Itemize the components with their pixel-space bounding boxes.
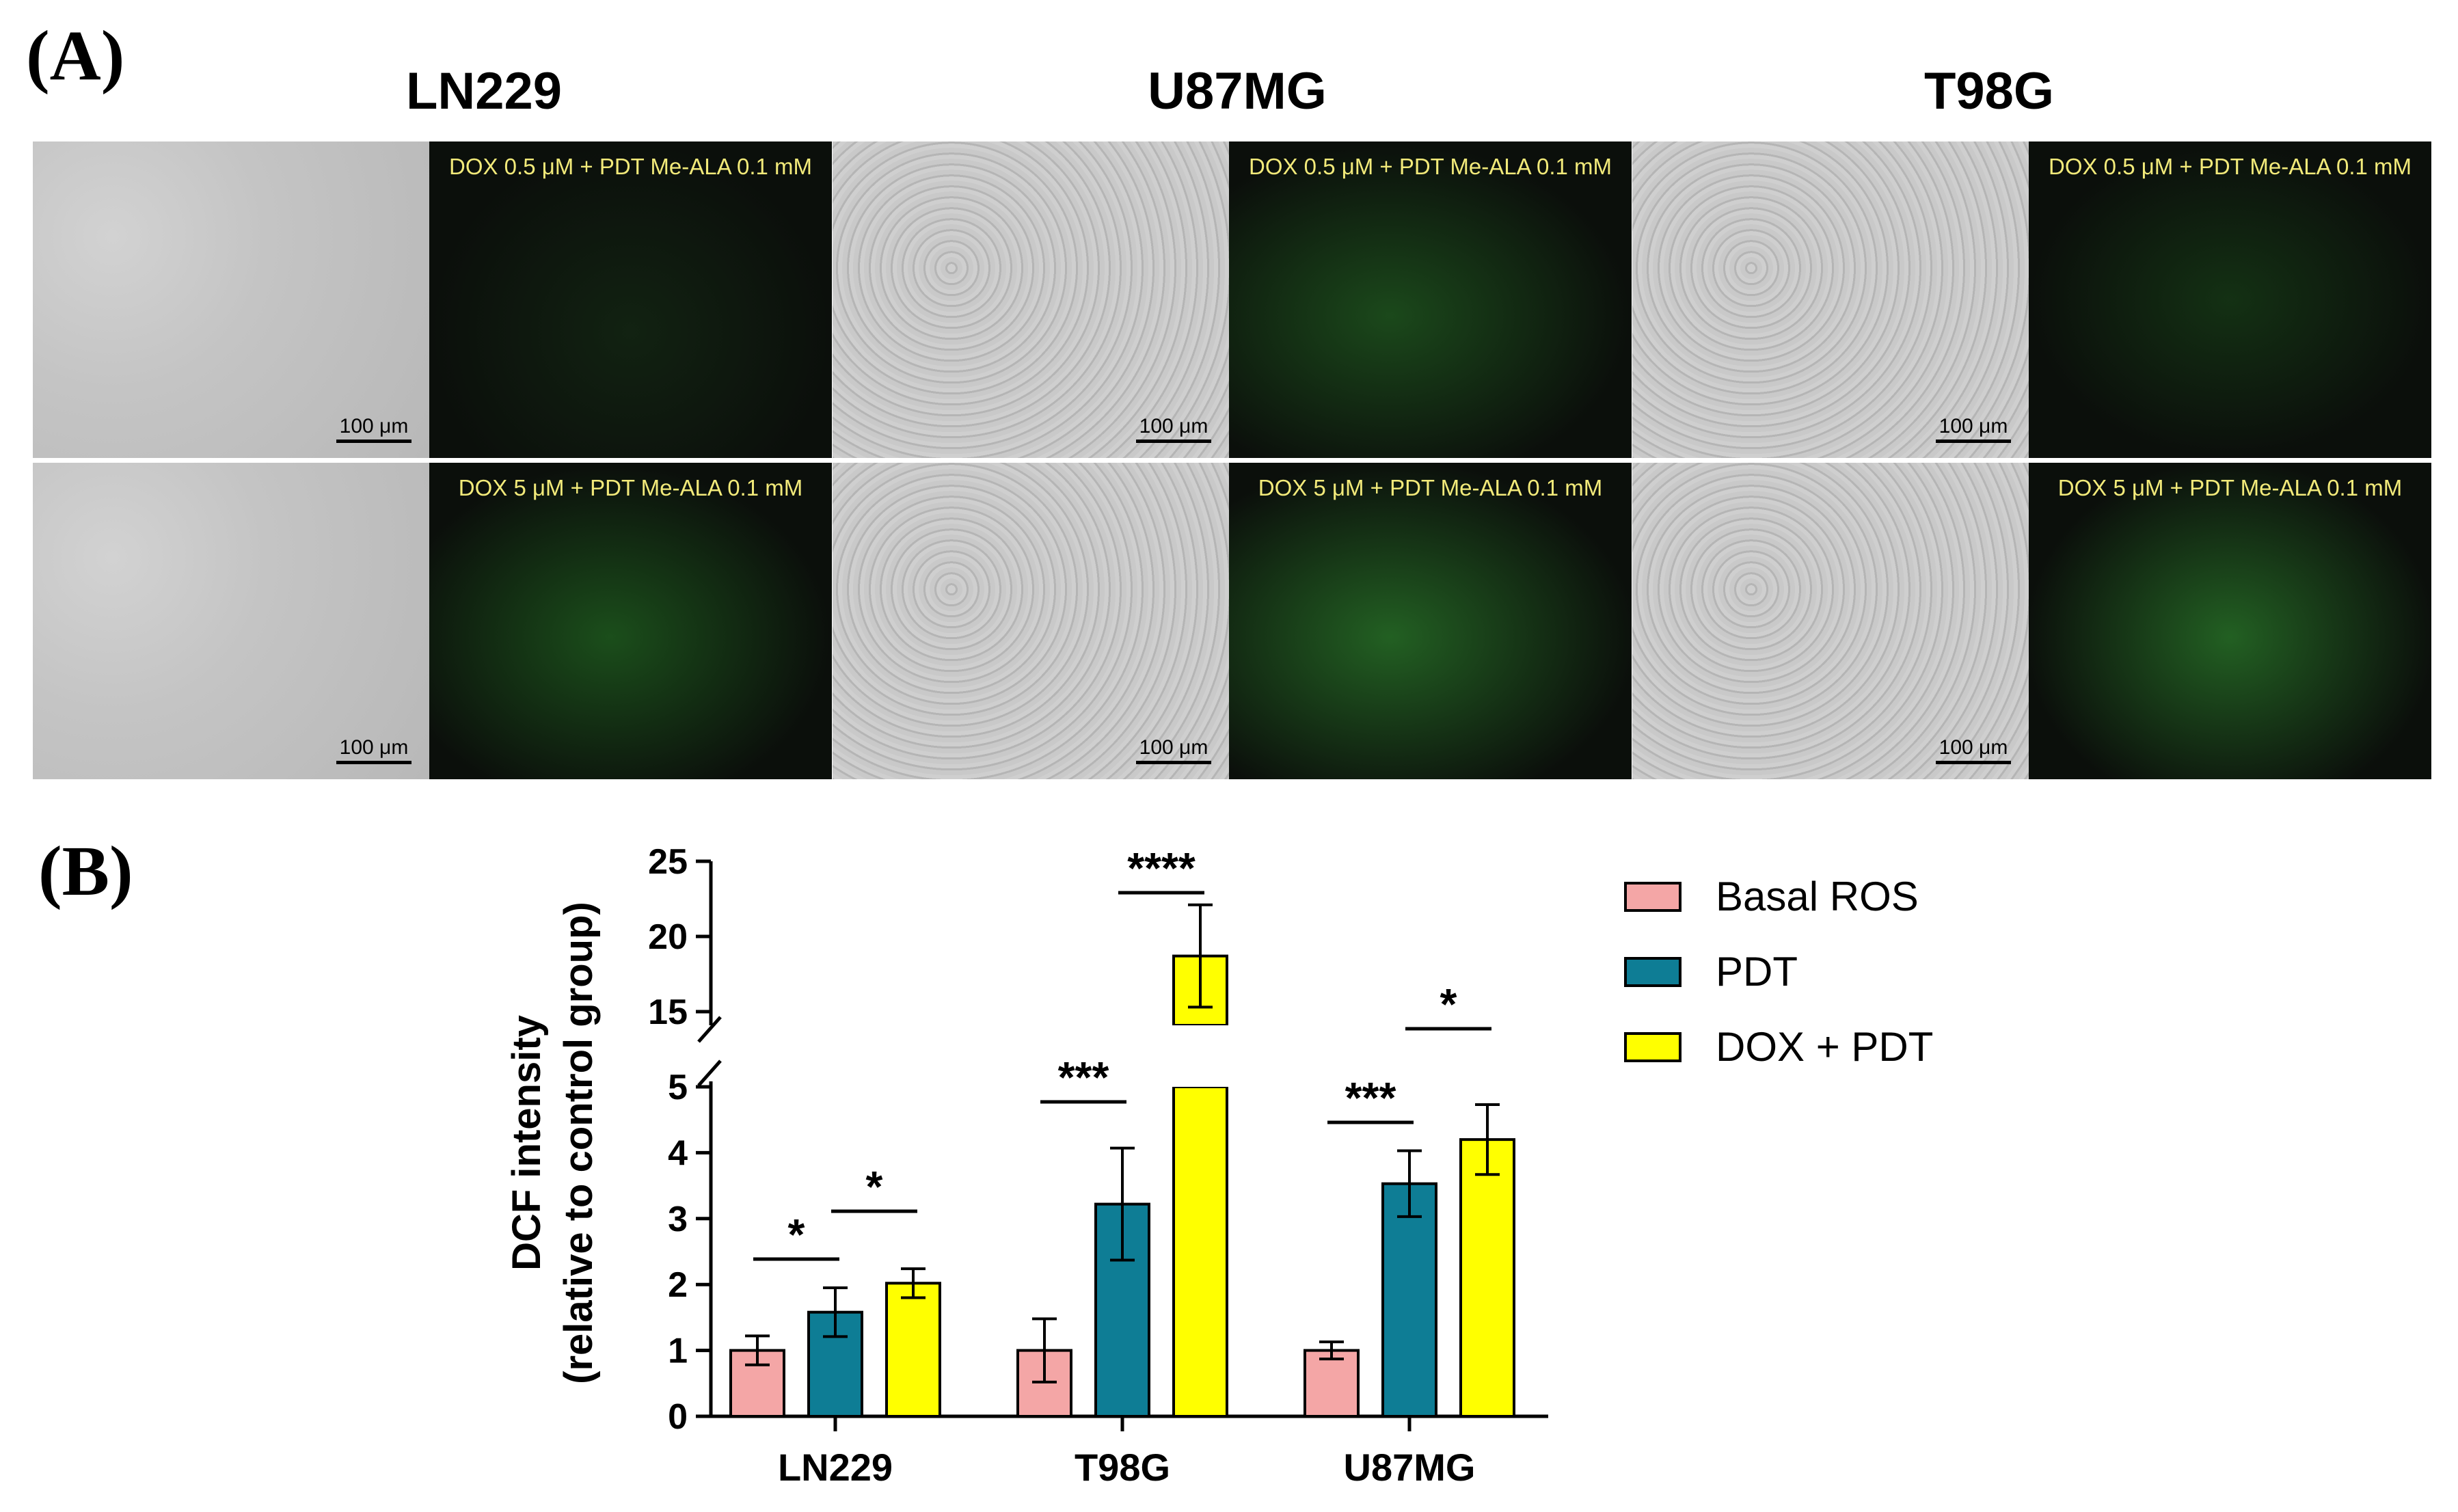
scale-bar-line	[336, 761, 411, 764]
treatment-label: DOX 5 μM + PDT Me-ALA 0.1 mM	[1258, 475, 1603, 500]
x-tick-label: T98G	[1075, 1446, 1170, 1489]
y-tick-label: 20	[648, 917, 688, 957]
scale-bar-line	[1136, 440, 1211, 443]
scale-bar-label: 100 μm	[1139, 736, 1208, 759]
y-axis-label: DCF intensity (relative to control group…	[504, 902, 601, 1384]
legend: Basal ROS PDT DOX + PDT	[1624, 874, 1933, 1070]
micrograph-pair-ln229-high: 100 μm DOX 5 μM + PDT Me-ALA 0.1 mM	[33, 463, 832, 779]
micrograph-pair-t98g-high: 100 μm DOX 5 μM + PDT Me-ALA 0.1 mM	[1632, 463, 2431, 779]
treatment-label: DOX 5 μM + PDT Me-ALA 0.1 mM	[2057, 475, 2403, 500]
legend-label: DOX + PDT	[1716, 1024, 1933, 1070]
treatment-label: DOX 5 μM + PDT Me-ALA 0.1 mM	[458, 475, 803, 500]
cell-line-title-u87mg: U87MG	[1148, 62, 1327, 120]
axis-break-mark	[697, 1016, 722, 1043]
micrograph-pair-u87mg-low: 100 μm DOX 0.5 μM + PDT Me-ALA 0.1 mM	[833, 141, 1632, 458]
bar	[1304, 1349, 1360, 1418]
fluorescence-image-u87mg-high: DOX 5 μM + PDT Me-ALA 0.1 mM	[1229, 463, 1632, 779]
axis-break-mark	[697, 1059, 722, 1087]
scale-bar: 100 μm	[1936, 415, 2011, 443]
y-axis-label-line-2: (relative to control group)	[556, 902, 601, 1384]
scale-bar: 100 μm	[336, 415, 411, 443]
x-tick-label: U87MG	[1344, 1446, 1476, 1489]
micrograph-row-high-dose: 100 μm DOX 5 μM + PDT Me-ALA 0.1 mM 100 …	[33, 463, 2431, 779]
cell-line-title-t98g: T98G	[1923, 62, 2055, 120]
scale-bar-label: 100 μm	[1939, 415, 2008, 437]
micrograph-row-low-dose: 100 μm DOX 0.5 μM + PDT Me-ALA 0.1 mM 10…	[33, 141, 2431, 458]
scale-bar-line	[1936, 761, 2011, 764]
bar-break-gap	[1172, 1025, 1229, 1087]
y-tick-label: 3	[668, 1200, 688, 1239]
x-tick-label: LN229	[778, 1446, 893, 1489]
fluorescence-image-u87mg-low: DOX 0.5 μM + PDT Me-ALA 0.1 mM	[1229, 141, 1632, 458]
brightfield-image-t98g-low: 100 μm	[1632, 141, 2029, 458]
y-axis-label-line-1: DCF intensity	[504, 1015, 549, 1271]
treatment-label: DOX 0.5 μM + PDT Me-ALA 0.1 mM	[2049, 154, 2412, 179]
scale-bar-line	[1936, 440, 2011, 443]
brightfield-image-ln229-low: 100 μm	[33, 141, 429, 458]
scale-bar-label: 100 μm	[339, 736, 409, 759]
scale-bar-label: 100 μm	[339, 415, 409, 437]
scale-bar-label: 100 μm	[1939, 736, 2008, 759]
significance-label: *	[788, 1210, 805, 1259]
y-tick-label: 2	[668, 1265, 688, 1305]
legend-swatch	[1624, 1032, 1682, 1062]
y-tick-label: 25	[648, 842, 688, 882]
scale-bar: 100 μm	[1136, 415, 1211, 443]
brightfield-image-ln229-high: 100 μm	[33, 463, 429, 779]
significance-label: ***	[1058, 1053, 1109, 1102]
significance-label: ****	[1127, 843, 1196, 893]
fluorescence-image-ln229-low: DOX 0.5 μM + PDT Me-ALA 0.1 mM	[429, 141, 832, 458]
legend-swatch	[1624, 882, 1682, 912]
y-tick-label: 0	[668, 1397, 688, 1437]
scale-bar-line	[336, 440, 411, 443]
scale-bar-label: 100 μm	[1139, 415, 1208, 437]
fluorescence-image-t98g-high: DOX 5 μM + PDT Me-ALA 0.1 mM	[2029, 463, 2431, 779]
significance-label: ***	[1345, 1073, 1396, 1122]
y-tick-label: 4	[668, 1133, 688, 1173]
scale-bar-line	[1136, 761, 1211, 764]
treatment-label: DOX 0.5 μM + PDT Me-ALA 0.1 mM	[449, 154, 812, 179]
fluorescence-image-ln229-high: DOX 5 μM + PDT Me-ALA 0.1 mM	[429, 463, 832, 779]
panel-b-letter: (B)	[38, 832, 133, 910]
legend-label: Basal ROS	[1716, 874, 1919, 919]
bar	[1381, 1182, 1437, 1418]
cell-line-title-ln229: LN229	[405, 62, 563, 120]
scale-bar: 100 μm	[1936, 736, 2011, 764]
bar	[1172, 1085, 1228, 1418]
scale-bar: 100 μm	[1136, 736, 1211, 764]
brightfield-image-u87mg-high: 100 μm	[833, 463, 1229, 779]
bar	[1459, 1138, 1515, 1418]
y-tick-label: 5	[668, 1068, 688, 1107]
micrograph-pair-t98g-low: 100 μm DOX 0.5 μM + PDT Me-ALA 0.1 mM	[1632, 141, 2431, 458]
significance-label: *	[1440, 980, 1457, 1029]
legend-swatch	[1624, 957, 1682, 987]
bar-chart: DCF intensity (relative to control group…	[504, 842, 1933, 1489]
bar	[885, 1282, 941, 1418]
legend-label: PDT	[1716, 949, 1798, 995]
fluorescence-image-t98g-low: DOX 0.5 μM + PDT Me-ALA 0.1 mM	[2029, 141, 2431, 458]
micrograph-pair-ln229-low: 100 μm DOX 0.5 μM + PDT Me-ALA 0.1 mM	[33, 141, 832, 458]
significance-label: *	[866, 1162, 883, 1211]
panel-a-letter: (A)	[26, 16, 125, 95]
y-tick-label: 15	[648, 993, 688, 1032]
y-tick-label: 1	[668, 1332, 688, 1371]
brightfield-image-u87mg-low: 100 μm	[833, 141, 1229, 458]
treatment-label: DOX 0.5 μM + PDT Me-ALA 0.1 mM	[1249, 154, 1612, 179]
micrograph-pair-u87mg-high: 100 μm DOX 5 μM + PDT Me-ALA 0.1 mM	[833, 463, 1632, 779]
scale-bar: 100 μm	[336, 736, 411, 764]
brightfield-image-t98g-high: 100 μm	[1632, 463, 2029, 779]
